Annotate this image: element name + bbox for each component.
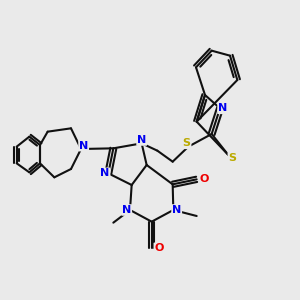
- Text: N: N: [218, 103, 227, 113]
- Text: O: O: [199, 174, 209, 184]
- Text: N: N: [122, 205, 131, 215]
- Text: N: N: [100, 168, 109, 178]
- Text: N: N: [137, 135, 146, 145]
- Text: O: O: [154, 243, 164, 253]
- Text: S: S: [183, 138, 191, 148]
- Text: N: N: [172, 205, 181, 215]
- Text: N: N: [79, 141, 88, 151]
- Text: S: S: [228, 153, 236, 163]
